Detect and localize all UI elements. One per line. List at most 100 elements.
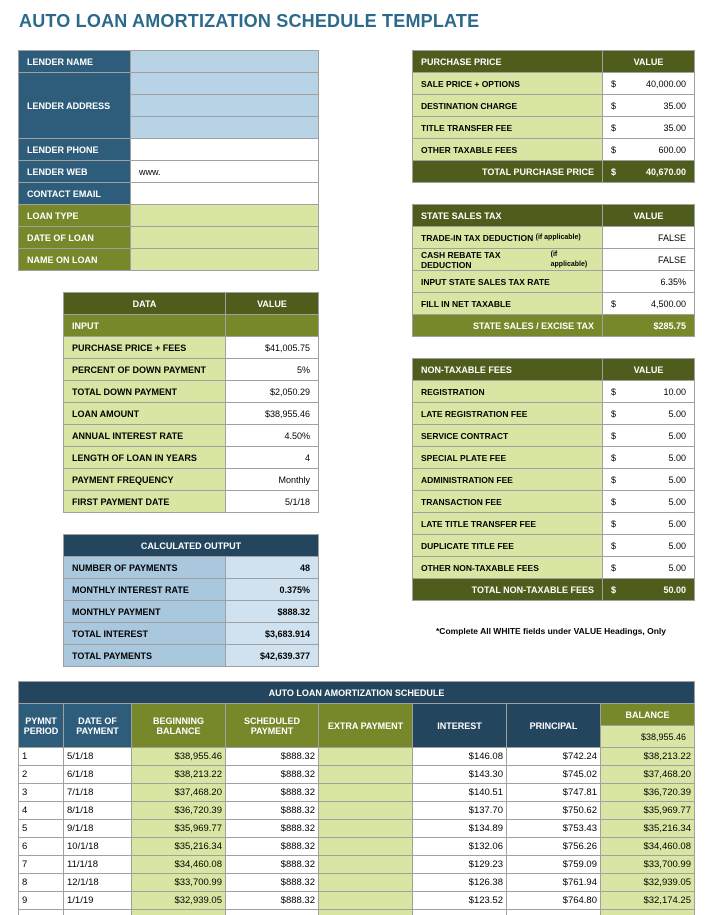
schedule-cell: $888.32	[225, 747, 319, 766]
schedule-cell: $745.02	[506, 765, 601, 784]
value: 600.00	[658, 144, 686, 155]
row-value: $888.32	[225, 600, 319, 623]
field-input	[130, 50, 319, 73]
schedule-cell: 7	[18, 855, 64, 874]
row-value: $42,639.377	[225, 644, 319, 667]
starting-balance: $38,955.46	[600, 725, 695, 748]
row-label: TOTAL INTEREST	[63, 622, 226, 645]
schedule-cell: $146.08	[412, 747, 507, 766]
schedule-cell: 4	[18, 801, 64, 820]
schedule-input	[318, 765, 413, 784]
field-input	[130, 226, 319, 249]
page-title: AUTO LOAN AMORTIZATION SCHEDULE TEMPLATE	[19, 11, 480, 31]
schedule-cell: 7/1/18	[63, 783, 132, 802]
column-header: BALANCE	[600, 703, 695, 726]
row-label: LATE TITLE TRANSFER FEE	[412, 512, 603, 535]
row-value: $2,050.29	[225, 380, 319, 403]
schedule-cell: $37,468.20	[600, 765, 695, 784]
row-value: 4.50%	[225, 424, 319, 447]
row-value: $5.00	[602, 402, 695, 425]
schedule-cell: $32,174.25	[600, 891, 695, 910]
table-header: VALUE	[225, 292, 319, 315]
schedule-cell: $888.32	[225, 801, 319, 820]
field-label: LENDER ADDRESS	[18, 72, 131, 139]
column-header: SCHEDULED PAYMENT	[225, 703, 319, 748]
schedule-cell: 6/1/18	[63, 765, 132, 784]
currency-sign: $	[611, 474, 617, 485]
row-stub	[318, 909, 413, 915]
value: 5.00	[668, 474, 686, 485]
schedule-cell: $35,969.77	[131, 819, 226, 838]
value: 5.00	[668, 430, 686, 441]
currency-sign: $	[611, 540, 617, 551]
row-label: OTHER NON-TAXABLE FEES	[412, 556, 603, 579]
schedule-cell: 11/1/18	[63, 855, 132, 874]
schedule-cell: $38,955.46	[131, 747, 226, 766]
instruction-note: *Complete All WHITE fields under VALUE H…	[436, 626, 666, 636]
schedule-cell: $33,700.99	[600, 855, 695, 874]
row-label: PURCHASE PRICE + FEES	[63, 336, 226, 359]
column-header: INTEREST	[412, 703, 507, 748]
schedule-cell: $37,468.20	[131, 783, 226, 802]
schedule-input	[318, 873, 413, 892]
row-stub	[600, 909, 695, 915]
schedule-cell: $137.70	[412, 801, 507, 820]
row-value: $10.00	[602, 380, 695, 403]
label-text: FILL IN NET TAXABLE	[421, 298, 511, 309]
row-label: LATE REGISTRATION FEE	[412, 402, 603, 425]
column-header: DATE OF PAYMENT	[63, 703, 132, 748]
table-header: STATE SALES TAX	[412, 204, 603, 227]
schedule-cell: $140.51	[412, 783, 507, 802]
row-stub	[18, 909, 64, 915]
table-header: NON-TAXABLE FEES	[412, 358, 603, 381]
row-label: LOAN AMOUNT	[63, 402, 226, 425]
schedule-input	[318, 837, 413, 856]
row-value: 48	[225, 556, 319, 579]
schedule-cell: $32,939.05	[600, 873, 695, 892]
value: 4,500.00	[650, 298, 686, 309]
row-label: PERCENT OF DOWN PAYMENT	[63, 358, 226, 381]
field-input	[130, 94, 319, 117]
currency-sign: $	[611, 584, 617, 595]
label-text: OTHER NON-TAXABLE FEES	[421, 562, 539, 573]
label-text: ADMINISTRATION FEE	[421, 474, 513, 485]
row-value: 6.35%	[602, 270, 695, 293]
schedule-cell: $38,213.22	[600, 747, 695, 766]
schedule-cell: $143.30	[412, 765, 507, 784]
row-label: TOTAL PAYMENTS	[63, 644, 226, 667]
value: 40,670.00	[645, 166, 686, 177]
currency-sign: $	[611, 562, 617, 573]
row-label: TRANSACTION FEE	[412, 490, 603, 513]
column-header: PYMNT PERIOD	[18, 703, 64, 748]
currency-sign: $	[611, 430, 617, 441]
schedule-cell: $888.32	[225, 873, 319, 892]
schedule-cell: $888.32	[225, 783, 319, 802]
schedule-input	[318, 747, 413, 766]
field-label: NAME ON LOAN	[18, 248, 131, 271]
total-value: $285.75	[602, 314, 695, 337]
row-label: OTHER TAXABLE FEES	[412, 138, 603, 161]
value: 5.00	[668, 408, 686, 419]
schedule-input	[318, 783, 413, 802]
row-label: ANNUAL INTEREST RATE	[63, 424, 226, 447]
table-header: VALUE	[602, 204, 695, 227]
field-input	[130, 204, 319, 227]
currency-sign: $	[611, 496, 617, 507]
schedule-cell: $761.94	[506, 873, 601, 892]
row-label: MONTHLY PAYMENT	[63, 600, 226, 623]
table-header: VALUE	[602, 50, 695, 73]
schedule-cell: $35,216.34	[131, 837, 226, 856]
field-label: LENDER WEB	[18, 160, 131, 183]
value: 50.00	[663, 584, 686, 595]
row-value: $4,500.00	[602, 292, 695, 315]
row-label: SALE PRICE + OPTIONS	[412, 72, 603, 95]
currency-sign: $	[611, 100, 617, 111]
field-input	[130, 116, 319, 139]
currency-sign: $	[611, 386, 617, 397]
currency-sign: $	[611, 452, 617, 463]
currency-sign: $	[611, 298, 617, 309]
value: 5.00	[668, 540, 686, 551]
schedule-cell: $38,213.22	[131, 765, 226, 784]
schedule-cell: 12/1/18	[63, 873, 132, 892]
schedule-cell: 6	[18, 837, 64, 856]
